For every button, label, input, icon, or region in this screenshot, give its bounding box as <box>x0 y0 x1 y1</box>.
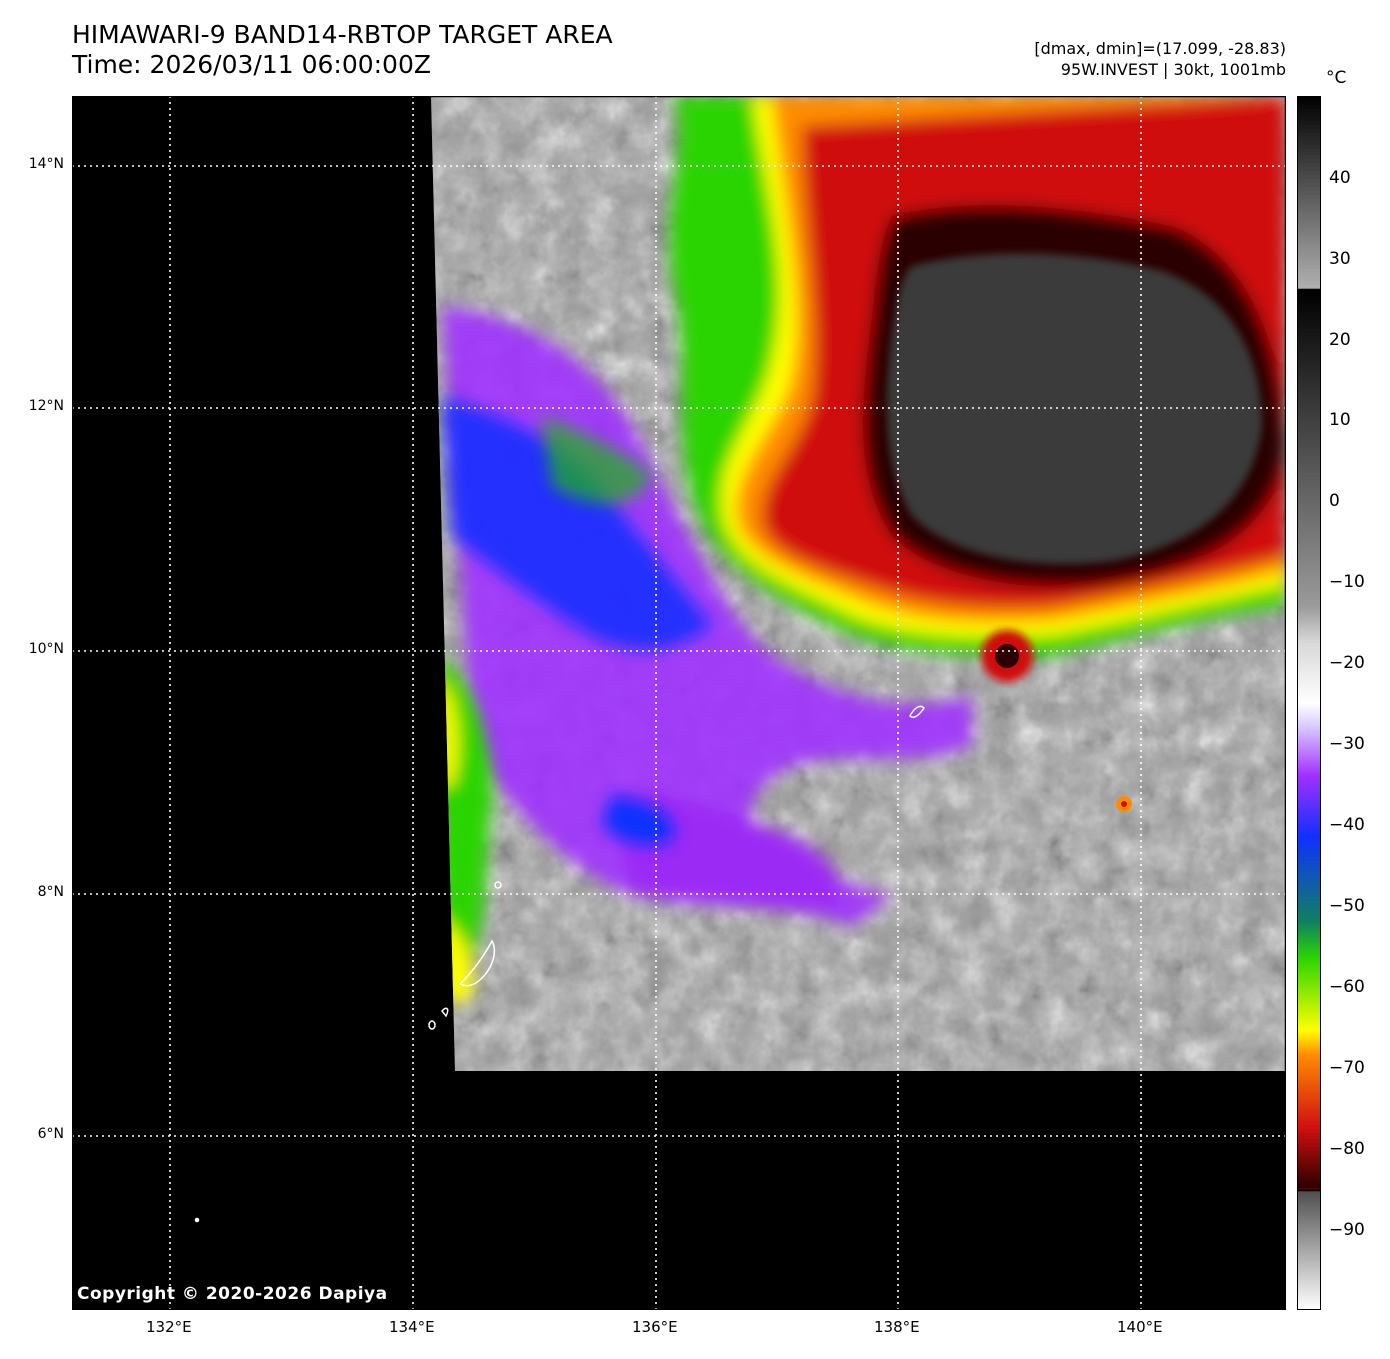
colorbar-tick-m30: −30 <box>1329 734 1365 754</box>
colorbar-tick-m50: −50 <box>1329 896 1365 916</box>
colorbar-tick-30: 30 <box>1329 249 1351 269</box>
lat-label-6n: 6°N <box>37 1126 64 1142</box>
colorbar-tick-40: 40 <box>1329 168 1351 188</box>
lon-label-134e: 134°E <box>389 1318 435 1336</box>
map-frame <box>72 96 1286 1310</box>
lat-label-14n: 14°N <box>28 156 64 172</box>
title-line: HIMAWARI-9 BAND14-RBTOP TARGET AREA <box>72 20 613 49</box>
time-line: Time: 2026/03/11 06:00:00Z <box>72 50 431 79</box>
colorbar-tick-m90: −90 <box>1329 1220 1365 1240</box>
colorbar-tick-m60: −60 <box>1329 977 1365 997</box>
lon-label-132e: 132°E <box>146 1318 192 1336</box>
lon-label-140e: 140°E <box>1117 1318 1163 1336</box>
colorbar-tick-m40: −40 <box>1329 815 1365 835</box>
figure-info: [dmax, dmin]=(17.099, -28.83) 95W.INVEST… <box>1034 38 1286 80</box>
coastlines <box>194 705 925 1223</box>
lon-label-138e: 138°E <box>874 1318 920 1336</box>
storm-info-text: 95W.INVEST | 30kt, 1001mb <box>1060 60 1286 79</box>
colorbar-tick-m70: −70 <box>1329 1058 1365 1078</box>
figure-title: HIMAWARI-9 BAND14-RBTOP TARGET AREA Time… <box>72 20 613 80</box>
colorbar-unit: °C <box>1326 68 1347 88</box>
colorbar-tick-10: 10 <box>1329 410 1351 430</box>
lon-label-136e: 136°E <box>632 1318 678 1336</box>
colorbar-tick-20: 20 <box>1329 330 1351 350</box>
colorbar-tick-m10: −10 <box>1329 572 1365 592</box>
lat-label-8n: 8°N <box>37 884 64 900</box>
colorbar <box>1297 96 1321 1310</box>
dminmax-text: [dmax, dmin]=(17.099, -28.83) <box>1034 39 1286 58</box>
colorbar-tick-m20: −20 <box>1329 653 1365 673</box>
colorbar-tick-m80: −80 <box>1329 1139 1365 1159</box>
satellite-map <box>72 96 1286 1310</box>
gridlines <box>72 96 1286 1310</box>
convection-blue <box>442 396 712 845</box>
copyright-text: Copyright © 2020-2026 Dapiya <box>77 1284 388 1304</box>
satellite-image <box>431 96 1286 1071</box>
lat-label-12n: 12°N <box>28 398 64 414</box>
lat-label-10n: 10°N <box>28 641 64 657</box>
colorbar-tick-0: 0 <box>1329 491 1340 511</box>
